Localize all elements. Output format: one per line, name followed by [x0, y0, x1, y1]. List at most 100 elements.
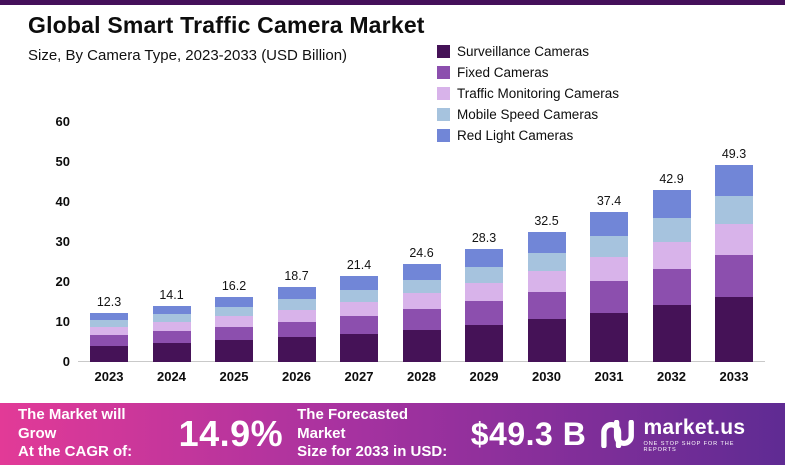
- bar-segment: [152, 343, 191, 362]
- bar-segment: [465, 283, 503, 302]
- legend-label: Traffic Monitoring Cameras: [457, 86, 620, 101]
- bar-segment: [90, 345, 128, 362]
- legend-item: Surveillance Cameras: [437, 44, 619, 59]
- bar-group: 16.2 2025: [203, 100, 265, 390]
- bar-total-label: 28.3: [471, 230, 497, 245]
- legend-swatch-icon: [437, 129, 450, 142]
- bar-total-label: 49.3: [721, 146, 747, 161]
- bar-stack: [590, 212, 628, 362]
- bar-group: 24.6 2028: [391, 100, 453, 390]
- bar-stack: [340, 276, 378, 362]
- brand-name: market.us: [643, 415, 746, 439]
- bar-group: 14.1 2024: [141, 100, 203, 390]
- bar-total-label: 12.3: [96, 294, 122, 309]
- brand-tagline: One Stop Shop For The Reports: [643, 440, 735, 453]
- cagr-label-line1: The Market will Grow: [18, 405, 126, 442]
- bar-segment: [277, 337, 316, 362]
- bar-segment: [652, 269, 691, 306]
- bar-segment: [277, 309, 316, 322]
- bar-segment: [652, 217, 691, 242]
- top-accent-strip: [0, 0, 785, 5]
- bar-segment: [152, 314, 191, 323]
- bar-total-label: 24.6: [409, 245, 434, 260]
- forecast-value: $49.3 B: [470, 415, 587, 452]
- x-axis-label: 2029: [469, 369, 499, 384]
- y-axis-label: 60: [55, 114, 70, 129]
- forecast-label: The Forecasted Market Size for 2033 in U…: [297, 406, 457, 462]
- y-axis: 0 10 20 30 40 50 60: [30, 114, 70, 369]
- bar-segment: [590, 281, 628, 313]
- chart-subtitle: Size, By Camera Type, 2023-2033 (USD Bil…: [28, 47, 348, 64]
- stacked-bar-chart: 0 10 20 30 40 50 60 12.3 2023 14.1 2024 16.2 2025 18…: [30, 100, 765, 390]
- bar-segment: [340, 333, 378, 362]
- legend-item: Fixed Cameras: [437, 65, 619, 80]
- bar-segment: [90, 320, 128, 328]
- bar-segment: [652, 190, 691, 218]
- legend-swatch-icon: [437, 108, 450, 121]
- bar-segment: [340, 276, 378, 291]
- bar-segment: [215, 326, 253, 341]
- y-axis-label: 0: [62, 354, 70, 369]
- x-axis-label: 2033: [719, 369, 749, 384]
- bar-group: 12.3 2023: [78, 100, 140, 390]
- legend-swatch-icon: [437, 66, 450, 79]
- bar-group: 42.9 2032: [641, 100, 703, 390]
- page-title: Global Smart Traffic Camera Market: [28, 12, 425, 38]
- bar-segment: [90, 327, 128, 336]
- bar-segment: [277, 321, 316, 338]
- chart-legend: Surveillance Cameras Fixed Cameras Traffic…: [437, 44, 619, 143]
- x-axis-label: 2025: [219, 369, 249, 384]
- legend-swatch-icon: [437, 87, 450, 100]
- y-axis-label: 10: [55, 314, 70, 329]
- x-axis-label: 2026: [282, 369, 311, 384]
- x-axis-label: 2027: [344, 369, 374, 384]
- bar-segment: [215, 297, 253, 308]
- bar-segment: [152, 305, 191, 315]
- bar-stack: [90, 312, 128, 362]
- bar-segment: [590, 312, 628, 362]
- legend-label: Red Light Cameras: [457, 128, 574, 143]
- bar-segment: [277, 287, 316, 300]
- bar-segment: [402, 279, 441, 294]
- bar-segment: [527, 292, 566, 320]
- bar-stack: [152, 305, 191, 362]
- bars-area: 12.3 2023 14.1 2024 16.2 2025 18.7 2026 21.4 2027…: [78, 100, 765, 390]
- bar-segment: [652, 305, 691, 362]
- bar-group: 28.3 2029: [453, 100, 515, 390]
- bar-segment: [465, 324, 503, 362]
- y-axis-label: 40: [55, 194, 70, 209]
- bar-segment: [277, 299, 316, 310]
- bar-segment: [402, 329, 441, 362]
- bar-segment: [527, 319, 566, 362]
- bar-segment: [715, 296, 753, 362]
- bar-segment: [402, 293, 441, 309]
- bar-total-label: 37.4: [596, 194, 622, 209]
- bar-segment: [590, 236, 628, 258]
- bar-group: 32.5 2030: [516, 100, 578, 390]
- bar-stack: [215, 297, 253, 362]
- bar-stack: [652, 190, 691, 362]
- bar-segment: [465, 248, 503, 268]
- bar-segment: [715, 255, 753, 297]
- bar-segment: [590, 257, 628, 282]
- y-axis-label: 30: [55, 234, 70, 249]
- bar-stack: [465, 248, 503, 362]
- marketus-logo-icon: [601, 420, 635, 448]
- bar-segment: [590, 212, 628, 237]
- legend-item: Red Light Cameras: [437, 128, 619, 143]
- legend-label: Mobile Speed Cameras: [457, 107, 599, 122]
- bar-segment: [465, 301, 503, 325]
- bar-total-label: 14.1: [159, 287, 184, 302]
- x-axis-label: 2023: [94, 369, 124, 384]
- bar-group: 49.3 2033: [703, 100, 765, 390]
- x-axis-label: 2028: [407, 369, 436, 384]
- x-axis-label: 2024: [157, 369, 186, 384]
- bar-segment: [340, 302, 378, 316]
- bar-segment: [652, 241, 691, 270]
- bar-segment: [715, 196, 753, 224]
- bar-segment: [715, 164, 753, 197]
- cagr-label: The Market will Grow At the CAGR of:: [18, 406, 165, 462]
- cagr-value: 14.9%: [178, 413, 284, 454]
- bar-segment: [152, 322, 191, 332]
- cagr-label-line2: At the CAGR of:: [18, 443, 133, 461]
